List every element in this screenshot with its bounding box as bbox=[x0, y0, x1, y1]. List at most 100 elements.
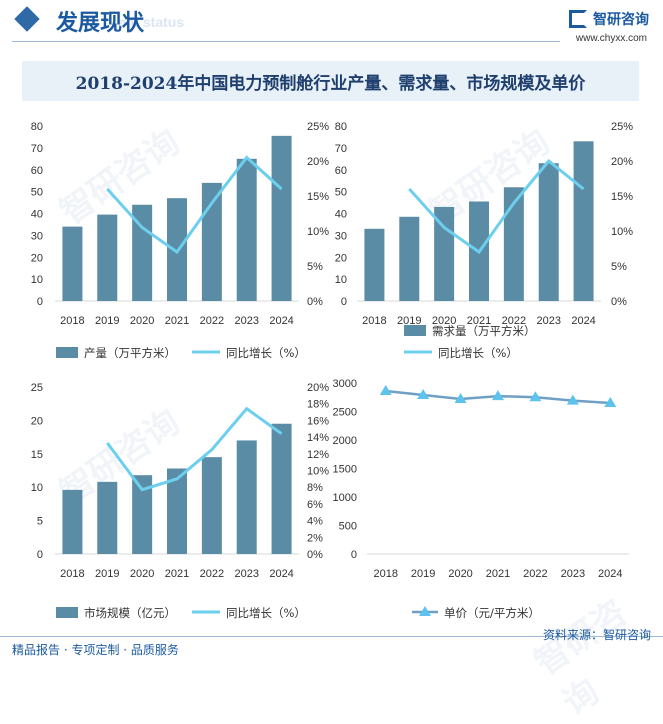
logo-icon bbox=[569, 10, 587, 28]
y-axis-tick-label: 0 bbox=[341, 296, 347, 308]
brand-name: 智研咨询 bbox=[593, 12, 649, 28]
brand-url: www.chyxx.com bbox=[575, 33, 647, 44]
x-axis-tick-label: 2023 bbox=[234, 568, 258, 580]
y2-axis-tick-label: 10% bbox=[611, 226, 633, 238]
y-axis-tick-label: 60 bbox=[31, 165, 43, 177]
y2-axis-tick-label: 14% bbox=[307, 432, 329, 444]
y-axis-tick-label: 80 bbox=[31, 121, 43, 133]
legend-swatch-bar bbox=[404, 325, 426, 336]
x-axis-tick-label: 2024 bbox=[598, 568, 622, 580]
bar bbox=[132, 204, 153, 301]
x-axis-tick-label: 2024 bbox=[269, 315, 293, 327]
y2-axis-tick-label: 8% bbox=[307, 482, 323, 494]
bar bbox=[538, 163, 559, 301]
y-axis-tick-label: 2500 bbox=[333, 407, 357, 419]
y-axis-tick-label: 40 bbox=[335, 209, 347, 221]
y-axis-tick-label: 50 bbox=[31, 187, 43, 199]
x-axis-tick-label: 2021 bbox=[467, 315, 491, 327]
point-marker bbox=[529, 391, 542, 402]
legend-label: 需求量（万平方米） bbox=[432, 324, 536, 338]
x-axis-tick-label: 2019 bbox=[95, 568, 119, 580]
y2-axis-tick-label: 10% bbox=[307, 226, 329, 238]
series-line bbox=[106, 155, 283, 255]
section-subtitle: ent status bbox=[118, 14, 185, 30]
y-axis-tick-label: 50 bbox=[335, 187, 347, 199]
y-axis-tick-label: 70 bbox=[31, 143, 43, 155]
y-axis-tick-label: 5 bbox=[37, 516, 43, 528]
y2-axis-tick-label: 6% bbox=[307, 499, 323, 511]
x-axis-tick-label: 2019 bbox=[95, 315, 119, 327]
y2-axis-tick-label: 25% bbox=[307, 121, 329, 133]
bar bbox=[132, 475, 153, 554]
legend-swatch-marker bbox=[419, 606, 431, 616]
series-line bbox=[408, 158, 585, 255]
y2-axis-tick-label: 0% bbox=[611, 296, 627, 308]
y-axis-tick-label: 20 bbox=[335, 252, 347, 264]
bar bbox=[97, 214, 118, 301]
legend-label: 产量（万平方米） bbox=[84, 346, 176, 360]
y-axis-tick-label: 10 bbox=[31, 274, 43, 286]
x-axis-tick-label: 2022 bbox=[200, 568, 224, 580]
y2-axis-tick-label: 12% bbox=[307, 449, 329, 461]
x-axis-tick-label: 2022 bbox=[502, 315, 526, 327]
y-axis-tick-label: 0 bbox=[37, 549, 43, 561]
x-axis-tick-label: 2023 bbox=[234, 315, 258, 327]
header-divider bbox=[12, 41, 560, 42]
x-axis-tick-label: 2020 bbox=[432, 315, 456, 327]
y2-axis-tick-label: 16% bbox=[307, 415, 329, 427]
x-axis-tick-label: 2024 bbox=[269, 568, 293, 580]
bar bbox=[201, 457, 222, 554]
point-marker bbox=[417, 388, 430, 399]
y-axis-tick-label: 15 bbox=[31, 449, 43, 461]
title-bar: 2018-2024年中国电力预制舱行业产量、需求量、市场规模及单价 bbox=[22, 61, 639, 101]
bar bbox=[271, 423, 292, 554]
y-axis-tick-label: 10 bbox=[335, 274, 347, 286]
x-axis-tick-label: 2018 bbox=[362, 315, 386, 327]
x-axis-tick-label: 2020 bbox=[130, 315, 154, 327]
bar bbox=[62, 226, 83, 301]
y-axis-tick-label: 30 bbox=[335, 230, 347, 242]
y-axis-tick-label: 20 bbox=[31, 415, 43, 427]
x-axis-tick-label: 2018 bbox=[60, 568, 84, 580]
y2-axis-tick-label: 4% bbox=[307, 516, 323, 528]
y-axis-tick-label: 25 bbox=[31, 382, 43, 394]
bar bbox=[236, 158, 257, 301]
bar bbox=[271, 135, 292, 301]
y2-axis-tick-label: 0% bbox=[307, 549, 323, 561]
y2-axis-tick-label: 25% bbox=[611, 121, 633, 133]
brand: 智研咨询 bbox=[569, 9, 649, 29]
bar bbox=[399, 216, 420, 301]
point-marker bbox=[566, 394, 579, 405]
y2-axis-tick-label: 20% bbox=[307, 382, 329, 394]
header: ent status 发展现状 智研咨询 www.chyxx.com bbox=[0, 0, 663, 44]
y-axis-tick-label: 80 bbox=[335, 121, 347, 133]
footer-tagline: 精品报告 · 专项定制 · 品质服务 bbox=[12, 643, 179, 657]
source-note: 资料来源：智研咨询 bbox=[542, 628, 651, 642]
x-axis-tick-label: 2019 bbox=[397, 315, 421, 327]
y-axis-tick-label: 500 bbox=[339, 521, 357, 533]
y2-axis-tick-label: 15% bbox=[611, 191, 633, 203]
point-marker bbox=[492, 390, 504, 401]
y2-axis-tick-label: 2% bbox=[307, 532, 323, 544]
y-axis-tick-label: 1000 bbox=[333, 492, 357, 504]
x-axis-tick-label: 2018 bbox=[373, 568, 397, 580]
bar bbox=[503, 187, 524, 301]
y-axis-tick-label: 3000 bbox=[333, 378, 357, 390]
x-axis-tick-label: 2019 bbox=[411, 568, 435, 580]
section-title: 发展现状 bbox=[56, 11, 145, 36]
y-axis-tick-label: 40 bbox=[31, 209, 43, 221]
point-marker bbox=[454, 392, 467, 403]
x-axis-tick-label: 2020 bbox=[130, 568, 154, 580]
bar bbox=[573, 141, 594, 301]
legend-swatch-bar bbox=[56, 607, 78, 618]
x-axis-tick-label: 2023 bbox=[561, 568, 585, 580]
point-marker bbox=[604, 396, 617, 407]
legend-swatch-bar bbox=[56, 347, 78, 358]
legend-label: 同比增长（%） bbox=[438, 346, 518, 360]
bar bbox=[364, 228, 385, 301]
y-axis-tick-label: 60 bbox=[335, 165, 347, 177]
y2-axis-tick-label: 10% bbox=[307, 466, 329, 478]
footer-divider bbox=[0, 636, 663, 637]
x-axis-tick-label: 2024 bbox=[571, 315, 595, 327]
